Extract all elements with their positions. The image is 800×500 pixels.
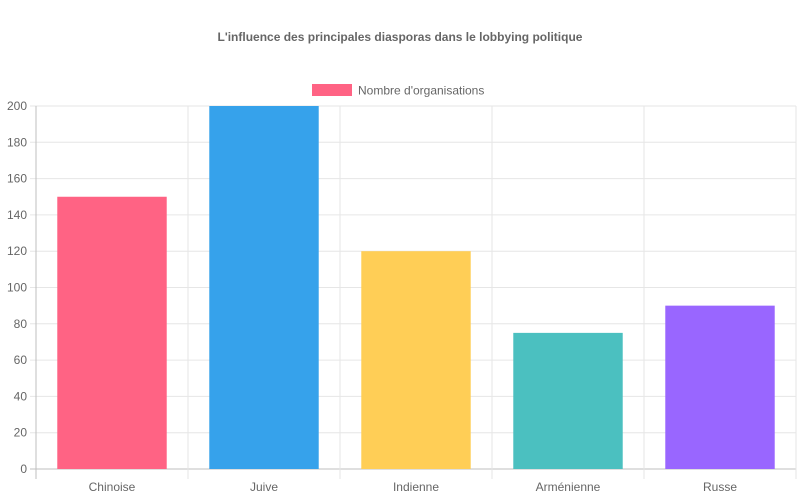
y-tick-label: 60 [14,353,28,367]
y-tick-label: 100 [7,281,27,295]
y-tick-label: 20 [14,426,28,440]
bar-chinoise[interactable] [57,196,167,469]
y-tick-label: 180 [7,135,27,149]
x-tick-label: Russe [703,480,737,494]
y-tick-label: 0 [20,462,27,476]
bar-arménienne[interactable] [513,332,623,469]
x-tick-label: Arménienne [536,480,601,494]
x-tick-label: Juive [250,480,278,494]
y-axis: 0 20 40 60 80 100 120 140 160 180 200 [7,99,27,476]
x-tick-label: Chinoise [89,480,136,494]
x-axis: Chinoise Juive Indienne Arménienne Russe [89,480,738,494]
bar-juive[interactable] [209,106,319,469]
y-tick-label: 200 [7,99,27,113]
legend[interactable]: Nombre d'organisations [312,84,484,98]
y-tick-label: 80 [14,317,28,331]
y-tick-label: 40 [14,389,28,403]
chart-title: L'influence des principales diasporas da… [218,30,583,44]
bar-russe[interactable] [665,305,775,469]
x-tick-label: Indienne [393,480,439,494]
legend-swatch [312,84,352,96]
y-tick-label: 140 [7,208,27,222]
y-tick-label: 160 [7,172,27,186]
y-tick-label: 120 [7,244,27,258]
bar-indienne[interactable] [361,251,471,469]
legend-label: Nombre d'organisations [358,84,484,98]
bars [57,106,775,469]
